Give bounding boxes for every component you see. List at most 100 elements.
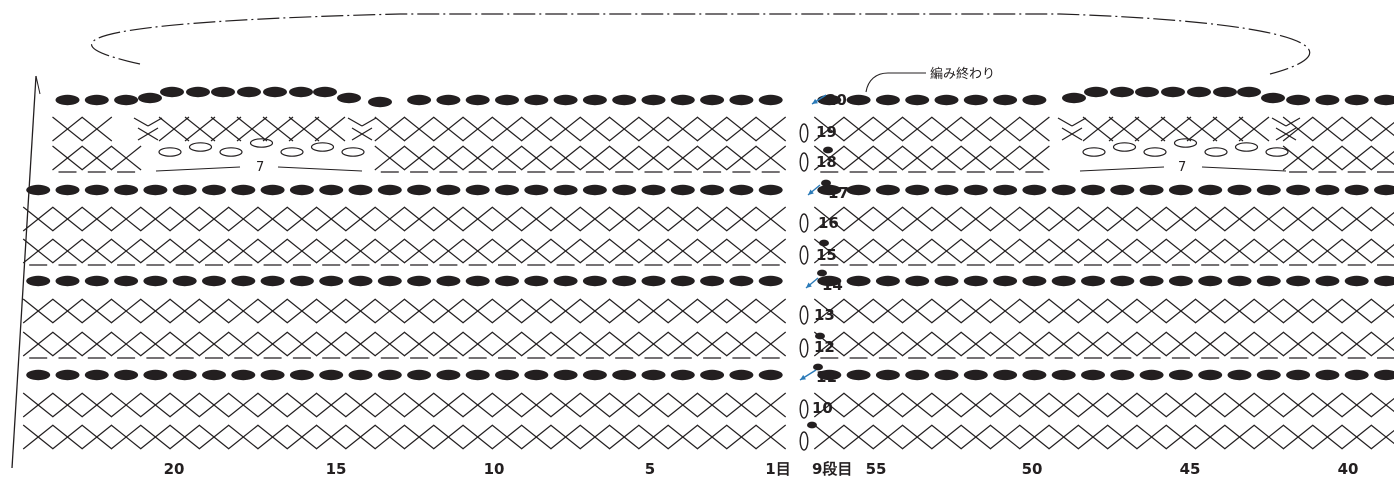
slip-stitch-icon [1286, 94, 1311, 106]
single-crochet-icon [110, 206, 142, 232]
single-crochet-icon [579, 298, 611, 324]
slip-stitch-icon [1187, 86, 1211, 98]
slip-stitch-icon [524, 184, 549, 196]
slip-stitch-icon [114, 369, 139, 381]
single-crochet-icon [52, 145, 83, 171]
row-number-19: 19 [816, 123, 837, 141]
slip-stitch-icon [934, 94, 959, 106]
single-crochet-icon [1077, 238, 1109, 264]
stitch-number-1: 1目 [765, 460, 790, 478]
single-crochet-icon [1136, 424, 1167, 450]
single-crochet-icon [257, 392, 288, 418]
row-number-12: 12 [814, 338, 835, 356]
slip-stitch-icon [641, 184, 666, 196]
single-crochet-icon [931, 238, 962, 264]
slip-stitch-icon [1256, 275, 1281, 287]
single-crochet-icon [81, 424, 113, 450]
slip-stitch-icon [963, 275, 988, 287]
slip-stitch-icon [905, 369, 930, 381]
slip-stitch-icon [348, 275, 373, 287]
finish-edge-arc [90, 13, 1311, 75]
single-crochet-icon [1194, 392, 1226, 418]
single-crochet-icon [110, 331, 142, 357]
single-crochet-icon [843, 206, 874, 232]
single-crochet-icon [110, 145, 142, 171]
single-crochet-icon [140, 331, 171, 357]
row-number-15: 15 [816, 246, 837, 264]
single-crochet-icon [696, 145, 728, 171]
single-crochet-icon [491, 145, 523, 171]
slip-stitch-icon [407, 369, 432, 381]
single-crochet-icon [1312, 298, 1343, 324]
slip-stitch-icon [875, 275, 900, 287]
single-crochet-icon [843, 145, 874, 171]
single-crochet-icon [1136, 331, 1167, 357]
slip-stitch-icon [436, 275, 461, 287]
slip-stitch-icon [465, 94, 490, 106]
slip-stitch-icon [905, 184, 930, 196]
stitch-number-55: 55 [866, 460, 887, 478]
slip-stitch-icon [1051, 369, 1076, 381]
single-crochet-icon [1312, 206, 1343, 232]
decrease-icon [147, 117, 163, 127]
single-crochet-icon [1370, 150, 1394, 171]
single-crochet-icon [989, 331, 1021, 357]
slip-stitch-icon [260, 275, 285, 287]
single-crochet-icon [755, 424, 787, 450]
chain-stitch-icon [1082, 147, 1106, 157]
finish-label: 編み終わり [930, 66, 995, 82]
single-crochet-icon [1048, 331, 1080, 357]
turning-chain-dot [813, 363, 823, 371]
single-crochet-icon [1341, 238, 1373, 264]
single-crochet-icon [1108, 116, 1140, 142]
single-crochet-icon [1048, 424, 1080, 450]
single-crochet-icon [608, 145, 640, 171]
slip-stitch-icon [313, 86, 337, 98]
slip-stitch-icon [1081, 184, 1105, 196]
slip-stitch-icon [1374, 184, 1394, 196]
single-crochet-icon [1106, 238, 1138, 264]
slip-stitch-icon [1110, 369, 1135, 381]
slip-stitch-icon [524, 369, 549, 381]
single-crochet-icon [110, 392, 142, 418]
single-crochet-icon [520, 424, 552, 450]
slip-stitch-icon [993, 369, 1018, 381]
slip-stitch-icon [1227, 184, 1252, 196]
single-crochet-icon [81, 206, 113, 232]
slip-stitch-icon [1261, 92, 1285, 104]
single-crochet-icon [169, 331, 201, 357]
slip-stitch-icon [524, 275, 549, 287]
turning-chain-dot [821, 179, 831, 187]
slip-stitch-icon [553, 94, 578, 106]
single-crochet-icon [726, 424, 757, 450]
single-crochet-icon [345, 424, 376, 450]
single-crochet-icon [1194, 331, 1226, 357]
single-crochet-icon [374, 206, 406, 232]
single-crochet-icon [374, 145, 406, 171]
single-crochet-icon [1282, 298, 1314, 324]
single-crochet-icon [579, 145, 611, 171]
slip-stitch-icon [846, 369, 871, 381]
single-crochet-icon [403, 145, 435, 171]
single-crochet-icon [81, 116, 113, 142]
slip-stitch-icon [84, 94, 109, 106]
single-crochet-icon [52, 206, 83, 232]
row-number-17: 17 [828, 184, 849, 202]
single-crochet-icon [1370, 206, 1394, 227]
stitch-number-20: 20 [164, 460, 185, 478]
count-bracket [155, 166, 241, 172]
single-crochet-icon [1048, 238, 1080, 264]
slip-stitch-icon [407, 275, 432, 287]
single-crochet-icon [52, 238, 83, 264]
single-crochet-icon [843, 392, 874, 418]
slip-stitch-icon [582, 184, 607, 196]
slip-stitch-icon [495, 369, 519, 381]
slip-stitch-icon [1051, 275, 1076, 287]
single-crochet-icon [1282, 206, 1314, 232]
single-crochet-icon [1282, 424, 1314, 450]
slip-stitch-icon [84, 275, 109, 287]
single-crochet-icon [696, 238, 728, 264]
single-crochet-icon [286, 298, 318, 324]
slip-stitch-icon [160, 86, 184, 98]
single-crochet-icon [1165, 238, 1197, 264]
